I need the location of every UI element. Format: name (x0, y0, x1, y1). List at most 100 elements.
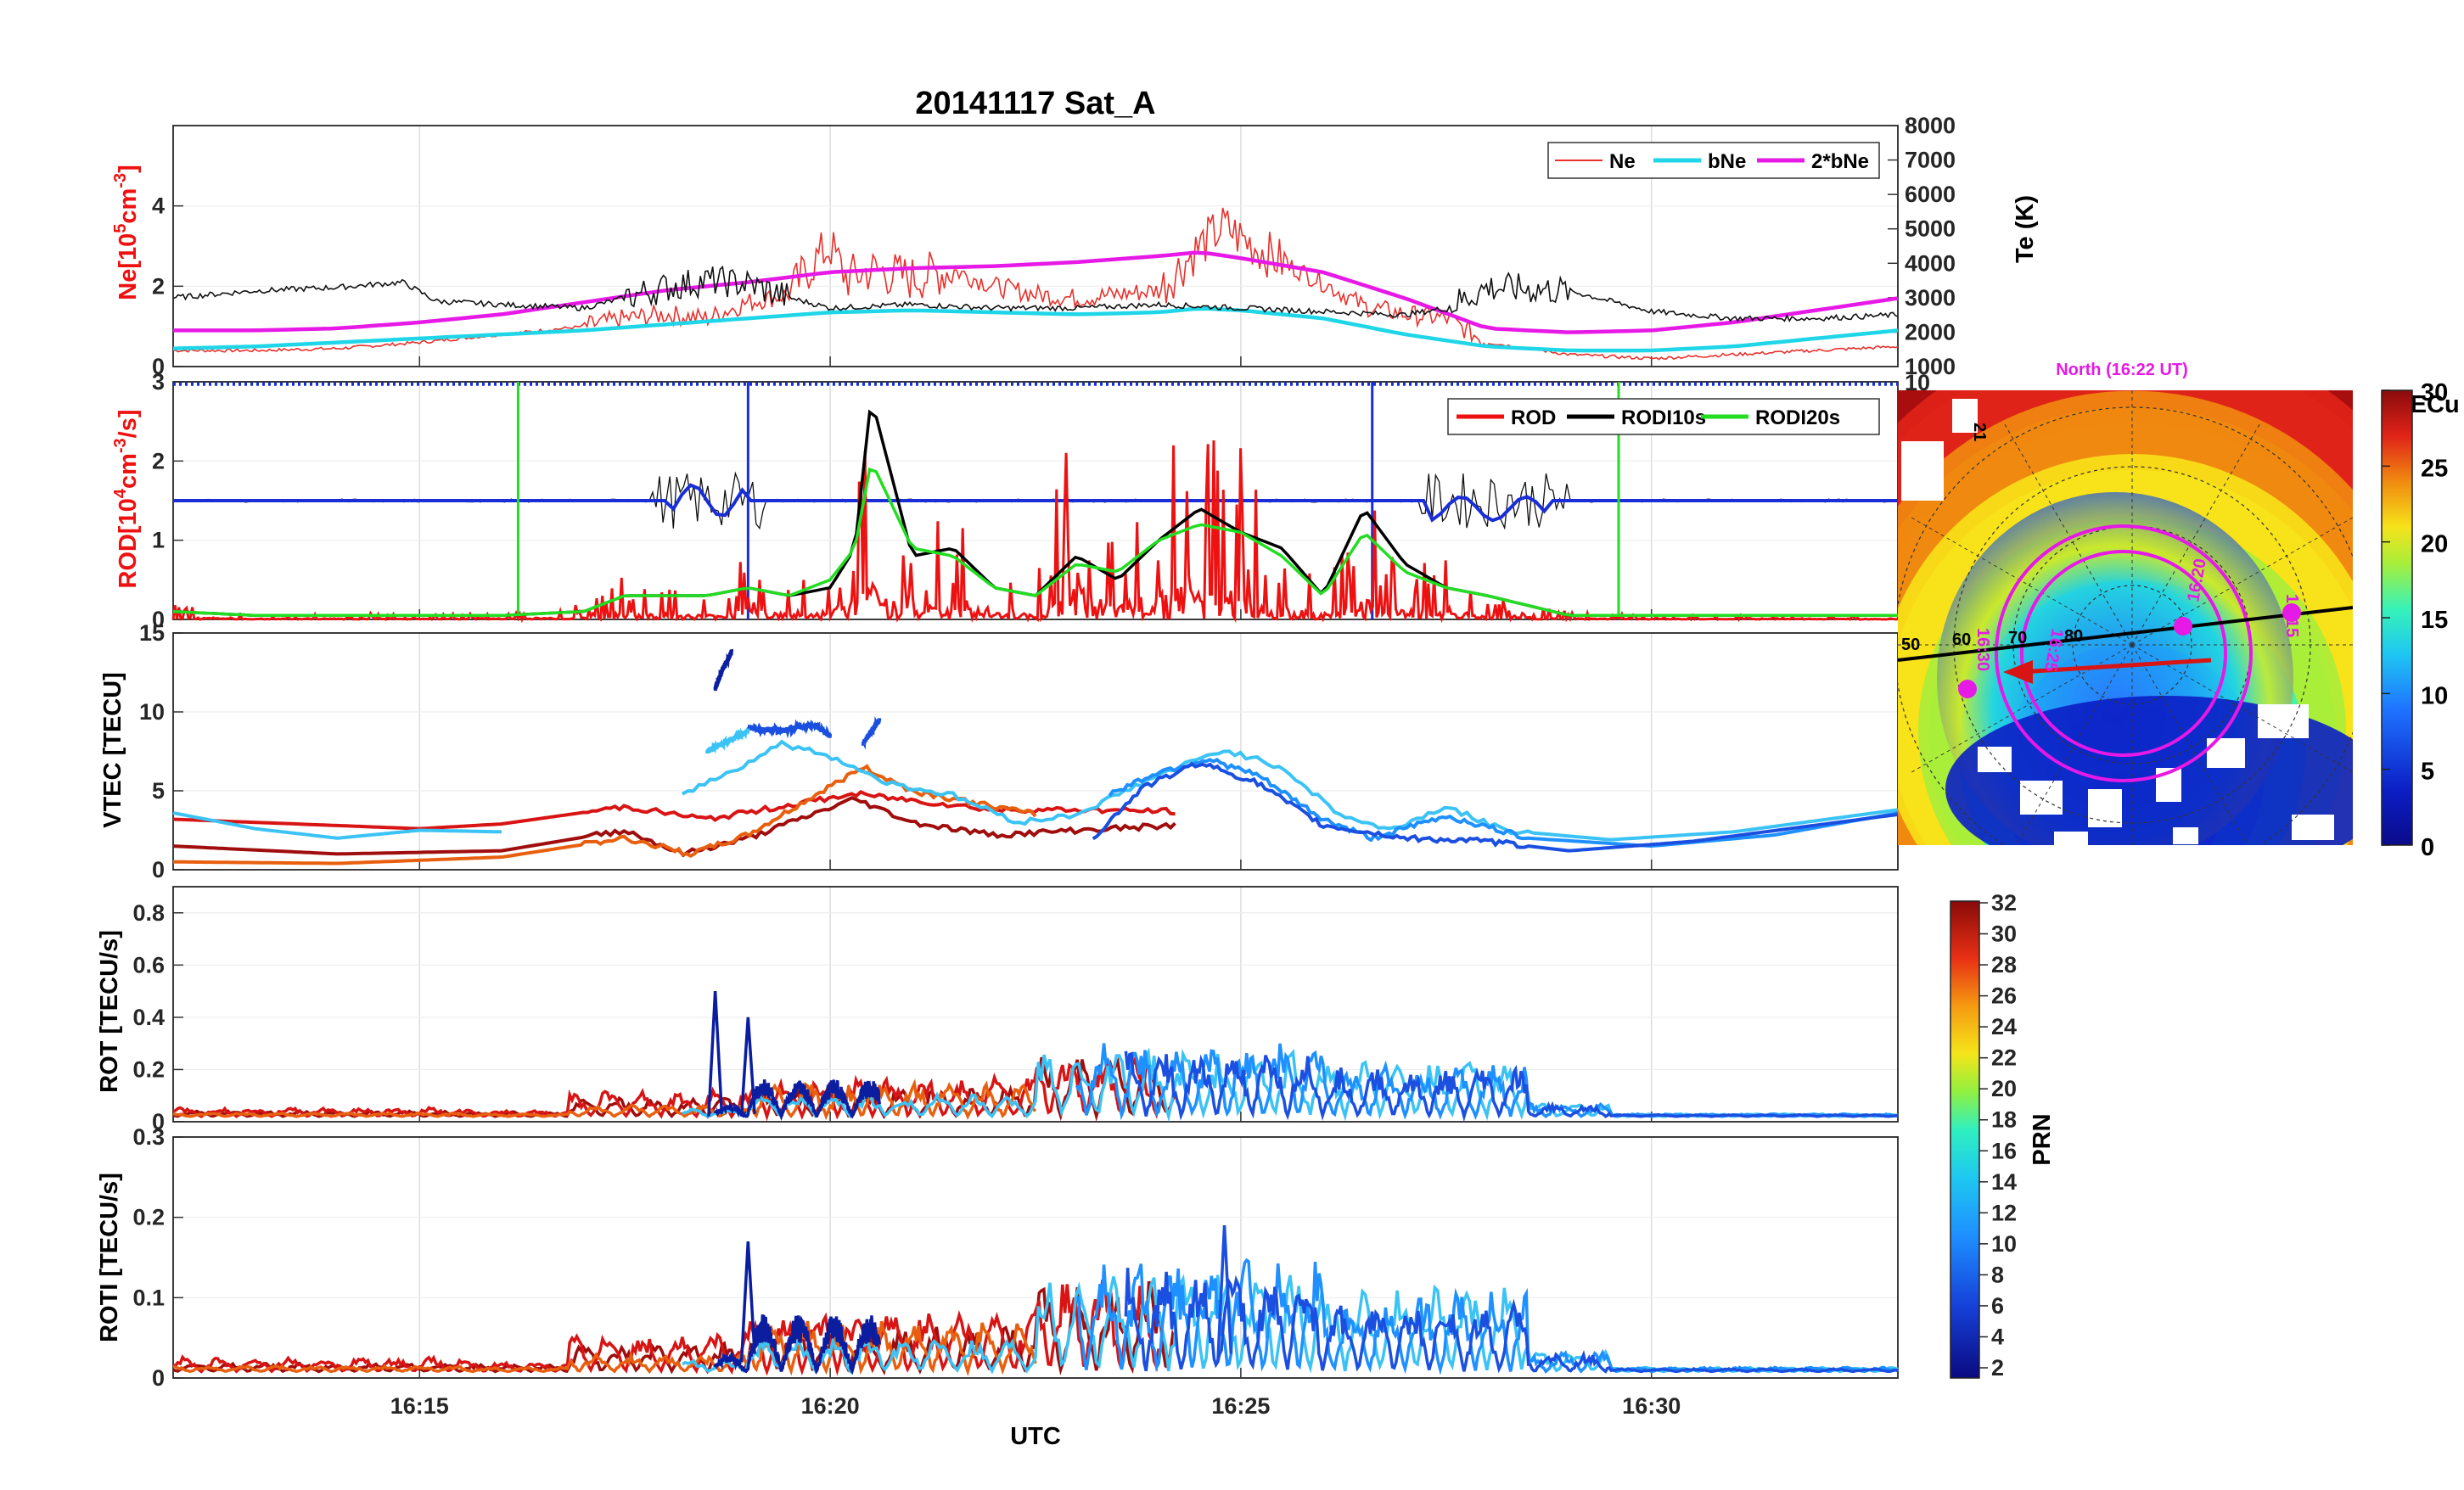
ne-panel-series-2 (173, 250, 1899, 334)
prn-tick-label-15: 32 (1991, 890, 2017, 916)
ne-panel-series-1 (172, 306, 1899, 353)
spike-2 (739, 1241, 756, 1363)
panel-2-ytick-label-2: 10 (139, 699, 165, 725)
map-nodata-4 (2088, 789, 2122, 827)
tec-tick-label-5: 25 (2421, 455, 2448, 482)
legend-label-rod: ROD (1511, 406, 1556, 429)
x-axis-label: UTC (1010, 1423, 1061, 1450)
ne-legend: Ne bNe 2*bNe (1547, 142, 1880, 179)
map-nodata-9 (2054, 832, 2088, 845)
prn-colorbar-scale (1950, 900, 1980, 1379)
panel-3-ytick-label-0: 0 (152, 1109, 165, 1134)
map-nodata-2 (1978, 747, 2012, 772)
rod-legend: ROD RODI10s RODI20s (1447, 398, 1880, 435)
panel-3-ytick-label-1: 0.2 (132, 1056, 165, 1082)
te-ytick-label-7: 8000 (1905, 113, 1956, 138)
panel-0-ytick-label-0: 0 (152, 354, 165, 379)
panel-1-ytick-label-1: 1 (152, 528, 165, 553)
panel-1-ytick-label-2: 2 (152, 448, 165, 473)
rod-panel-series-0 (171, 440, 1899, 624)
panels: 024012305101500.20.40.60.800.10.20.316:1… (132, 113, 1956, 1419)
tec-tick-label-2: 10 (2421, 682, 2448, 709)
prn-tick-label-1: 4 (1991, 1324, 2004, 1349)
panel-3-ytick-label-4: 0.8 (132, 900, 165, 926)
map-arrow-shaft (2019, 658, 2212, 675)
panel-1-ytick-label-3: 3 (152, 369, 165, 395)
map-orbit-line (1898, 606, 2353, 662)
prn-tick-label-10: 22 (1991, 1045, 2017, 1071)
ne-ylabel: Ne[105cm-3] (111, 165, 142, 300)
map-mlt-label-1: 16:30 (1973, 628, 1992, 671)
polar-tec-map: North (16:22 UT) (1898, 361, 2353, 845)
map-mlt-line-60 (2131, 644, 2248, 845)
map-track-ring-0 (1995, 524, 2253, 782)
panel-3-prn-curve-5 (1124, 1050, 1898, 1123)
panel-frame-4 (172, 1136, 1899, 1379)
panel-3-ytick-label-3: 0.6 (132, 952, 165, 977)
panel-0-ytick-label-1: 2 (152, 273, 165, 299)
te-ytick-label-4: 5000 (1905, 216, 1956, 242)
rod-ylabel: ROD[104cm-3/s] (111, 409, 142, 588)
map-marker-0 (1958, 680, 1977, 698)
map-marker-2 (2174, 617, 2192, 636)
legend-label-ne: Ne (1609, 150, 1636, 173)
rod-panel-series-2 (172, 467, 1898, 618)
te-ytick-label-6: 7000 (1905, 148, 1956, 173)
legend-label-rodi10s: RODI10s (1621, 406, 1706, 429)
prn-tick-label-12: 26 (1991, 983, 2017, 1009)
map-mlt-line-120 (2016, 644, 2133, 845)
prn-tick-label-14: 30 (1991, 921, 2017, 947)
map-mlt-line-210 (1911, 517, 2133, 646)
map-lat-label-0: 50 (1901, 636, 1920, 654)
rot-ylabel: ROT [TECU/s] (96, 930, 123, 1093)
map-nodata-7 (2258, 704, 2309, 738)
prn-tick-label-8: 18 (1991, 1107, 2017, 1133)
vtec-prn-curve-5 (1108, 758, 1899, 849)
spike-3 (1216, 1225, 1233, 1363)
vtec-prn-curve-4 (681, 739, 1899, 842)
tec-tick-label-1: 5 (2421, 759, 2434, 786)
panel-4-ytick-label-3: 0.3 (132, 1124, 165, 1150)
map-lat-label-1: 60 (1952, 630, 1971, 649)
map-lat-ring-3 (2072, 585, 2192, 705)
te-ytick-label-2: 3000 (1905, 285, 1956, 311)
te-ylabel: Te (K) (2012, 195, 2039, 263)
map-nodata-1 (1952, 399, 1978, 433)
spike-0 (707, 991, 724, 1117)
panel-4-ytick-label-2: 0.2 (132, 1205, 165, 1230)
map-marker-1 (2282, 603, 2301, 622)
panel-4-ytick-label-0: 0 (152, 1365, 165, 1391)
legend-label-bne: bNe (1708, 150, 1746, 173)
panel-4-prn-curve-5 (1124, 1268, 1899, 1374)
vtec-prn-curve-7 (713, 648, 733, 692)
map-lat-label-2: 70 (2008, 629, 2027, 647)
te-ytick-label-1: 2000 (1905, 319, 1956, 344)
prn-tick-label-2: 6 (1991, 1293, 2004, 1319)
prn-tick-label-0: 2 (1991, 1355, 2004, 1381)
map-mlt-line-300 (2131, 423, 2260, 646)
legend-label-rodi20s: RODI20s (1755, 406, 1840, 429)
ne-panel-series-3 (172, 265, 1899, 322)
map-nodata-8 (2292, 815, 2334, 840)
panel-frame-3 (172, 886, 1899, 1123)
panel-2-ytick-label-1: 5 (152, 778, 165, 804)
tec-tick-label-4: 20 (2421, 531, 2448, 558)
panel-3-ytick-label-2: 0.4 (132, 1005, 165, 1030)
te-ytick-label-3: 4000 (1905, 250, 1956, 276)
panel-3-prn-curve-1 (172, 1054, 1160, 1122)
vtec-prn-curve-10 (861, 716, 882, 750)
map-track-ring-1 (2020, 550, 2227, 757)
prn-tick-label-11: 24 (1991, 1014, 2017, 1039)
prn-tick-label-13: 28 (1991, 952, 2017, 977)
panel-4-ytick-label-1: 0.1 (132, 1285, 165, 1310)
chart-title: 20141117 Sat_A (915, 86, 1155, 121)
te-ytick-label-0: 1000 (1905, 354, 1956, 379)
prn-colorbar-label: PRN (2029, 1113, 2056, 1165)
legend-label-2bne: 2*bNe (1811, 150, 1869, 173)
panel-4-prn-curve-0 (172, 1280, 1177, 1376)
panel-2-ytick-label-0: 0 (152, 857, 165, 882)
xtick-label-1: 16:20 (801, 1393, 860, 1419)
map-mlt-label-0: 21 (1970, 423, 1989, 441)
tec-tick-label-0: 0 (2421, 834, 2434, 861)
